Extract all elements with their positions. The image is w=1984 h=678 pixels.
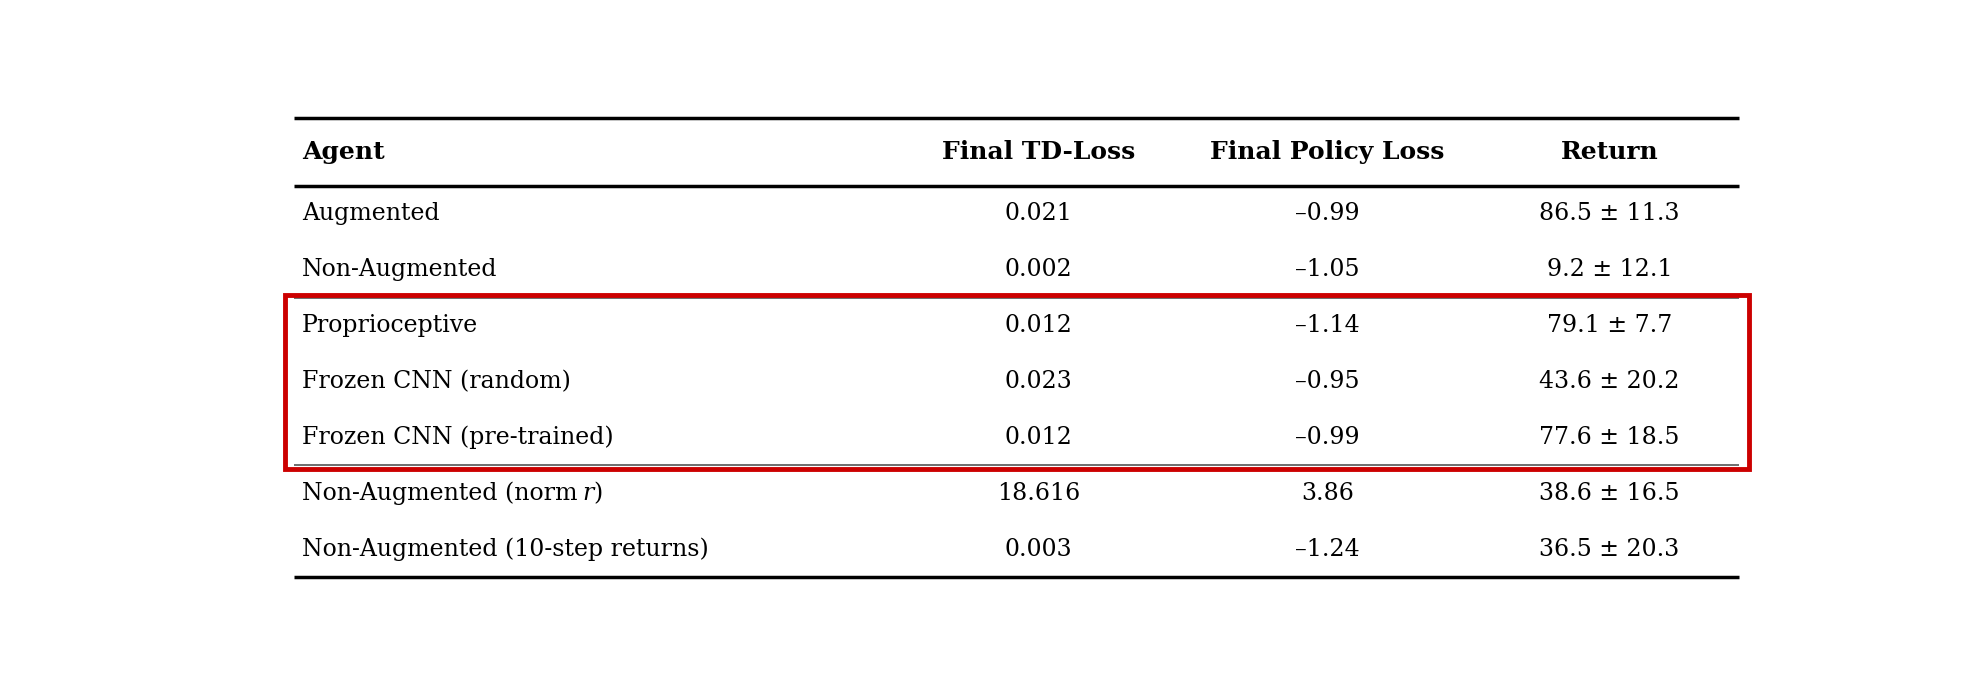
Text: Non-Augmented (norm: Non-Augmented (norm <box>302 481 581 505</box>
Text: 0.012: 0.012 <box>1004 314 1073 337</box>
Text: 0.023: 0.023 <box>1004 370 1073 393</box>
Text: Agent: Agent <box>302 140 385 164</box>
Text: Frozen CNN (random): Frozen CNN (random) <box>302 370 571 393</box>
Text: Frozen CNN (pre-trained): Frozen CNN (pre-trained) <box>302 426 613 450</box>
Bar <box>286 294 1748 468</box>
Text: 0.002: 0.002 <box>1004 258 1073 281</box>
Text: ): ) <box>593 482 603 505</box>
Text: 36.5 ± 20.3: 36.5 ± 20.3 <box>1540 538 1680 561</box>
Text: –0.99: –0.99 <box>1296 202 1359 225</box>
Text: –1.24: –1.24 <box>1296 538 1359 561</box>
Text: 43.6 ± 20.2: 43.6 ± 20.2 <box>1540 370 1680 393</box>
Text: Augmented: Augmented <box>302 202 438 225</box>
Text: –0.99: –0.99 <box>1296 426 1359 449</box>
Text: Proprioceptive: Proprioceptive <box>302 314 478 337</box>
Text: r: r <box>581 482 593 505</box>
Text: Final Policy Loss: Final Policy Loss <box>1210 140 1444 164</box>
Text: 79.1 ± 7.7: 79.1 ± 7.7 <box>1548 314 1673 337</box>
Text: 0.021: 0.021 <box>1004 202 1073 225</box>
Text: 18.616: 18.616 <box>996 482 1079 505</box>
Text: Non-Augmented (10-step returns): Non-Augmented (10-step returns) <box>302 538 708 561</box>
Text: Final TD-Loss: Final TD-Loss <box>942 140 1135 164</box>
Text: –1.14: –1.14 <box>1296 314 1359 337</box>
Text: 86.5 ± 11.3: 86.5 ± 11.3 <box>1540 202 1680 225</box>
Text: Non-Augmented: Non-Augmented <box>302 258 498 281</box>
Text: –1.05: –1.05 <box>1296 258 1359 281</box>
Text: 38.6 ± 16.5: 38.6 ± 16.5 <box>1540 482 1680 505</box>
Text: 3.86: 3.86 <box>1302 482 1353 505</box>
Text: –0.95: –0.95 <box>1296 370 1359 393</box>
Text: 0.003: 0.003 <box>1004 538 1071 561</box>
Text: 0.012: 0.012 <box>1004 426 1073 449</box>
Text: 77.6 ± 18.5: 77.6 ± 18.5 <box>1540 426 1680 449</box>
Text: Return: Return <box>1561 140 1659 164</box>
Text: 9.2 ± 12.1: 9.2 ± 12.1 <box>1548 258 1673 281</box>
